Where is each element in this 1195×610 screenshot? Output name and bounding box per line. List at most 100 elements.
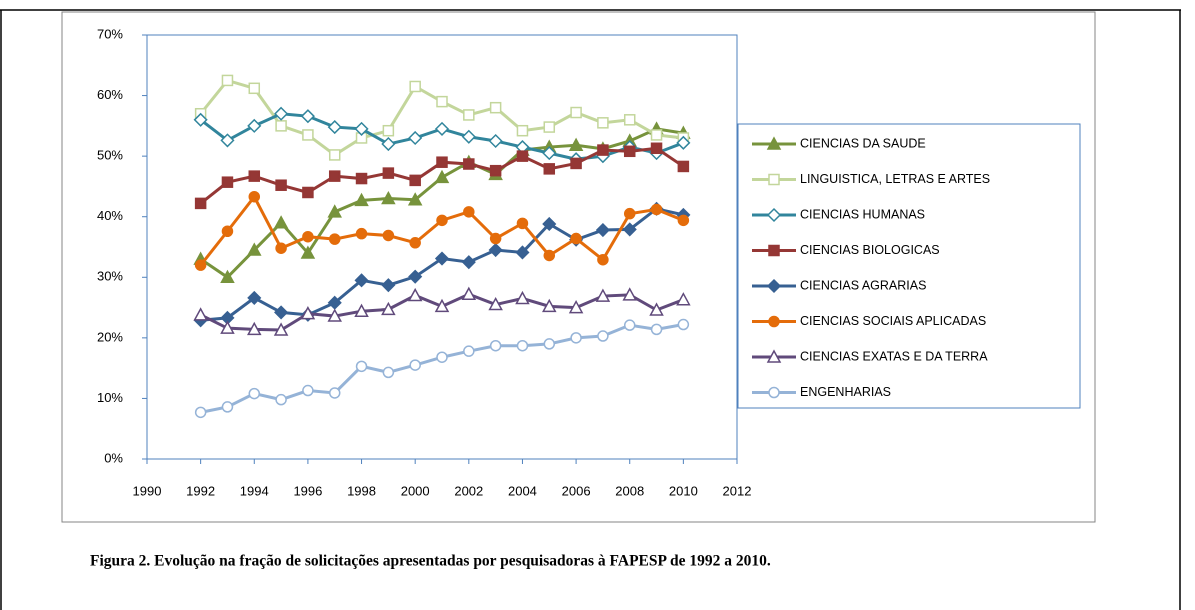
marker [273, 322, 289, 336]
legend-label: LINGUISTICA, LETRAS E ARTES [800, 172, 990, 186]
marker [381, 278, 396, 293]
marker [381, 190, 396, 205]
marker [300, 245, 316, 259]
marker [597, 144, 609, 156]
x-tick-label: 2000 [401, 483, 430, 498]
legend-marker [768, 173, 780, 186]
marker [355, 172, 368, 185]
marker [382, 366, 395, 379]
marker [407, 287, 423, 302]
marker [275, 242, 287, 254]
marker [623, 114, 636, 126]
marker [382, 124, 395, 137]
y-tick-label: 70% [97, 26, 123, 41]
marker [275, 393, 287, 406]
marker [247, 290, 262, 305]
marker [409, 359, 421, 371]
marker [302, 384, 314, 397]
marker [382, 229, 395, 242]
marker [568, 300, 584, 314]
marker [461, 255, 476, 270]
marker [382, 167, 395, 179]
marker [436, 214, 448, 227]
legend-label: CIENCIAS BIOLOGICAS [800, 243, 940, 257]
x-tick-label: 1990 [133, 483, 162, 498]
marker [407, 192, 423, 206]
marker [676, 292, 691, 306]
marker [461, 286, 477, 300]
marker [221, 74, 234, 87]
legend-marker [766, 278, 782, 294]
marker [354, 121, 369, 136]
marker [623, 319, 636, 331]
x-tick-label: 1992 [186, 483, 215, 498]
marker [676, 135, 691, 150]
marker [220, 320, 235, 334]
y-tick-label: 60% [97, 87, 123, 102]
marker [515, 290, 530, 305]
marker [489, 339, 502, 352]
marker [623, 207, 636, 220]
x-tick-label: 1994 [240, 483, 269, 498]
x-tick-label: 1998 [347, 483, 376, 498]
chart-area [61, 11, 1096, 523]
marker [221, 401, 234, 413]
marker [489, 164, 502, 177]
marker [220, 269, 235, 284]
marker [221, 176, 234, 188]
marker [622, 287, 637, 301]
marker [542, 146, 557, 161]
caption: Figura 2. Evolução na fração de solicita… [90, 553, 771, 570]
marker [543, 338, 556, 350]
marker [650, 129, 663, 141]
marker [248, 387, 261, 400]
marker [543, 249, 556, 262]
marker [274, 106, 289, 121]
marker [650, 142, 663, 155]
marker [300, 109, 315, 124]
marker [354, 273, 369, 288]
marker [677, 318, 690, 331]
marker [570, 106, 582, 119]
x-tick-label: 2012 [723, 483, 752, 498]
marker [516, 339, 529, 352]
legend-marker [766, 136, 782, 150]
legend-label: CIENCIAS HUMANAS [800, 207, 925, 221]
marker [247, 118, 262, 133]
marker [623, 145, 636, 158]
marker [543, 121, 556, 133]
marker [515, 245, 530, 260]
marker [328, 387, 341, 399]
y-tick-label: 30% [97, 269, 123, 284]
marker [408, 269, 423, 284]
legend-marker [768, 244, 780, 257]
marker [677, 214, 690, 227]
plot-area [146, 34, 738, 460]
marker [622, 222, 637, 237]
marker [247, 321, 262, 336]
x-tick-label: 2010 [669, 483, 698, 498]
x-tick-label: 1996 [293, 483, 322, 498]
marker [220, 133, 235, 148]
marker [327, 204, 342, 218]
marker [463, 158, 475, 170]
marker [650, 323, 663, 336]
marker [542, 298, 557, 313]
marker [275, 120, 287, 132]
marker [434, 121, 450, 136]
marker [302, 186, 314, 199]
marker [381, 301, 396, 316]
legend-marker [766, 207, 782, 223]
y-tick-label: 0% [104, 450, 123, 465]
legend-label: CIENCIAS DA SAUDE [800, 136, 926, 150]
marker [273, 215, 289, 229]
marker [194, 259, 207, 271]
marker [488, 133, 503, 149]
marker [381, 136, 396, 152]
marker [409, 80, 421, 93]
marker [488, 242, 503, 258]
marker [434, 251, 450, 266]
marker [409, 237, 421, 249]
marker [300, 306, 316, 320]
